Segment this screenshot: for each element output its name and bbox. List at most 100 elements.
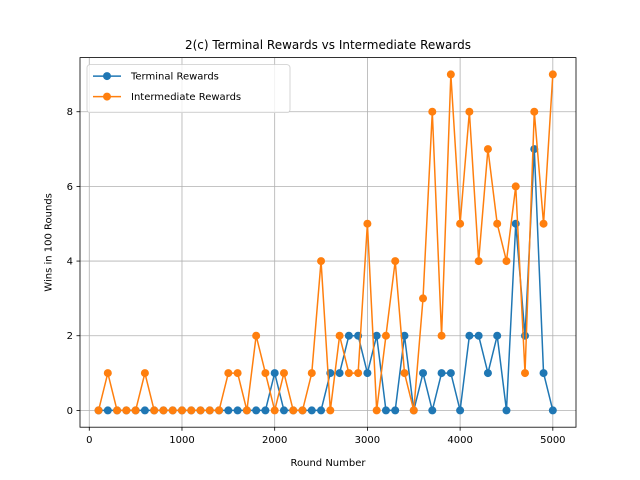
data-point [177, 406, 186, 415]
data-point [539, 219, 548, 228]
data-point [233, 406, 242, 415]
data-point [363, 219, 372, 228]
data-point [307, 406, 316, 415]
data-point [381, 406, 390, 415]
data-point [317, 406, 326, 415]
data-point [474, 257, 483, 266]
y-tick-label: 4 [67, 257, 73, 268]
data-point [456, 219, 465, 228]
data-point [159, 406, 168, 415]
data-point [279, 369, 288, 378]
data-point [215, 406, 224, 415]
data-point [363, 369, 372, 378]
data-point [252, 406, 261, 415]
plot-frame [79, 57, 577, 428]
y-tick-label: 0 [67, 406, 73, 417]
data-point [113, 406, 122, 415]
data-point [483, 145, 492, 154]
data-point [252, 331, 261, 340]
data-point [307, 369, 316, 378]
legend: Terminal Rewards Intermediate Rewards [86, 64, 291, 113]
data-point [493, 331, 502, 340]
data-point [233, 369, 242, 378]
legend-label: Terminal Rewards [130, 72, 219, 83]
data-point [224, 369, 233, 378]
grid [80, 57, 576, 428]
data-point [548, 70, 557, 79]
data-point [400, 369, 409, 378]
data-point [289, 406, 298, 415]
legend-box [86, 64, 291, 113]
x-tick-label: 3000 [355, 435, 380, 446]
data-point [502, 406, 511, 415]
x-tick-label: 1000 [169, 435, 194, 446]
x-tick-label: 2000 [262, 435, 287, 446]
data-point [335, 331, 344, 340]
data-point [140, 406, 149, 415]
data-point [168, 406, 177, 415]
data-point [298, 406, 307, 415]
data-point [372, 331, 381, 340]
data-point [224, 406, 233, 415]
data-point [270, 369, 279, 378]
data-point [261, 406, 270, 415]
data-point [409, 406, 418, 415]
data-point [521, 369, 530, 378]
data-point [419, 369, 428, 378]
y-tick-label: 8 [67, 107, 73, 118]
data-point [419, 294, 428, 303]
data-point [391, 406, 400, 415]
data-point [446, 369, 455, 378]
data-point [539, 369, 548, 378]
data-point [428, 406, 437, 415]
data-point [261, 369, 270, 378]
data-point [493, 219, 502, 228]
data-point [511, 182, 520, 191]
data-point [521, 331, 530, 340]
y-axis-title: Wins in 100 Rounds [44, 193, 55, 292]
axis-ticks: 0 1000 2000 3000 4000 5000 0 2 4 6 8 [67, 107, 566, 446]
data-point [317, 257, 326, 266]
data-point [196, 406, 205, 415]
data-point [437, 369, 446, 378]
y-tick-label: 6 [67, 182, 73, 193]
data-point [140, 369, 149, 378]
data-point [437, 331, 446, 340]
data-point [530, 107, 539, 116]
data-point [326, 406, 335, 415]
data-point [446, 70, 455, 79]
data-point [502, 257, 511, 266]
data-point [400, 331, 409, 340]
data-point [372, 406, 381, 415]
data-point [344, 369, 353, 378]
data-point [279, 406, 288, 415]
data-point [548, 406, 557, 415]
data-point [511, 219, 520, 228]
data-point [391, 257, 400, 266]
data-point [187, 406, 196, 415]
data-point [381, 331, 390, 340]
x-tick-label: 5000 [540, 435, 565, 446]
data-point [270, 406, 279, 415]
data-point [474, 331, 483, 340]
data-point [465, 107, 474, 116]
series-intermediate-rewards [94, 70, 557, 415]
data-point [456, 406, 465, 415]
legend-marker [103, 72, 111, 81]
legend-marker [103, 92, 111, 101]
x-tick-label: 0 [86, 435, 92, 446]
x-axis-title: Round Number [291, 458, 367, 469]
data-point [131, 406, 140, 415]
data-point [150, 406, 159, 415]
data-point [103, 406, 112, 415]
data-point [354, 369, 363, 378]
data-point [103, 369, 112, 378]
data-point [94, 406, 103, 415]
data-point [122, 406, 131, 415]
legend-label: Intermediate Rewards [131, 92, 241, 103]
data-point [483, 369, 492, 378]
data-point [428, 107, 437, 116]
series-layer [94, 70, 557, 415]
data-point [242, 406, 251, 415]
